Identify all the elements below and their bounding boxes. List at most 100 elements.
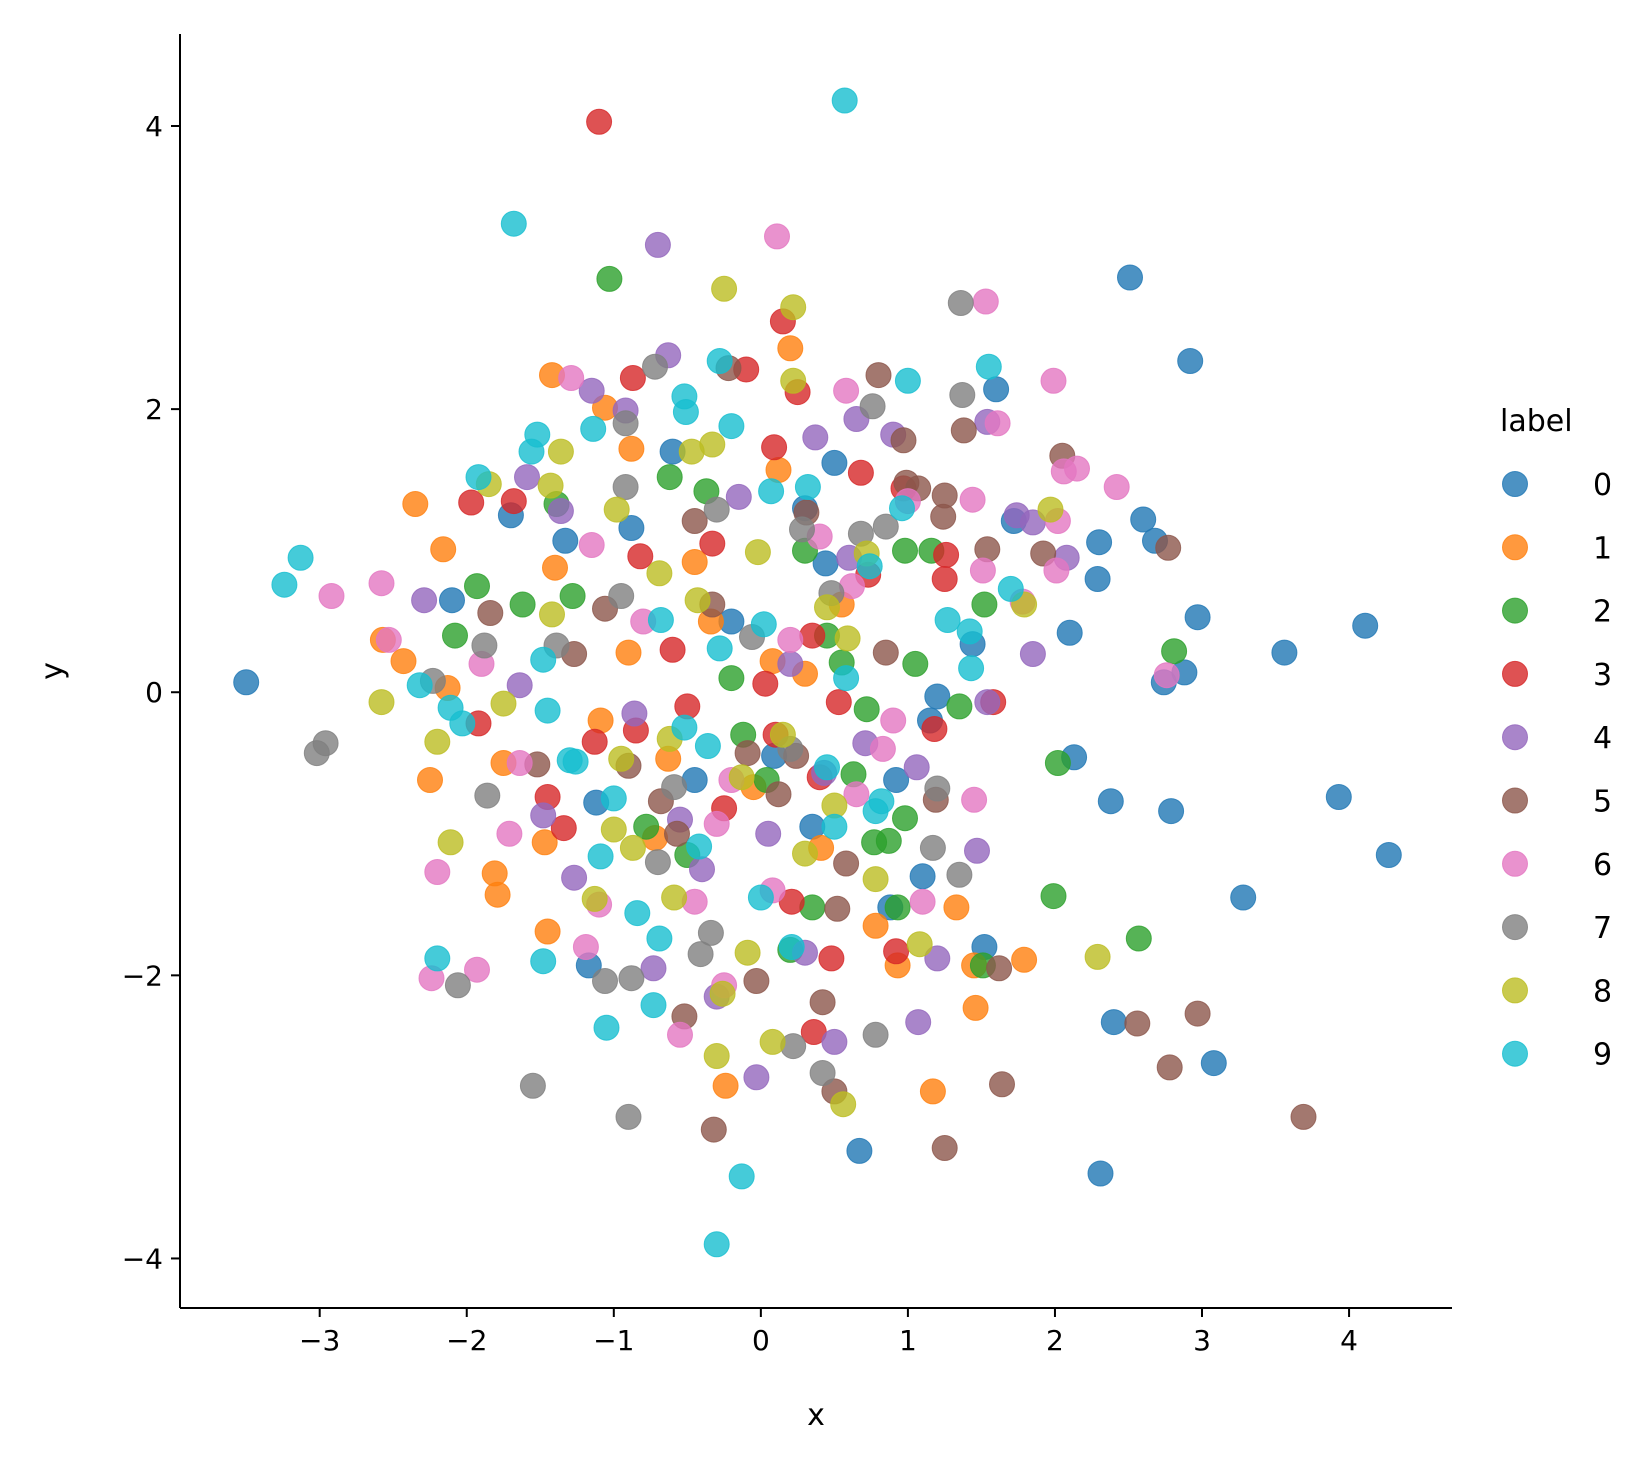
scatter-point <box>496 820 523 847</box>
scatter-point <box>1153 662 1180 689</box>
scatter-point <box>964 837 990 864</box>
scatter-point <box>1103 474 1130 500</box>
legend-marker <box>1502 1040 1528 1067</box>
scatter-point <box>711 275 738 302</box>
scatter-point <box>777 650 804 677</box>
legend-label: 7 <box>1593 911 1612 946</box>
scatter-point <box>728 764 755 791</box>
scatter-point <box>734 939 761 966</box>
scatter-point <box>814 594 840 621</box>
x-tick-label: 4 <box>1340 1324 1358 1357</box>
y-tick-label: −4 <box>122 1242 163 1275</box>
scatter-point <box>1161 638 1188 665</box>
scatter-point <box>580 415 607 442</box>
scatter-point <box>1087 1160 1114 1187</box>
scatter-point <box>930 503 957 530</box>
scatter-point <box>627 543 654 570</box>
scatter-point <box>997 575 1024 602</box>
scatter-point <box>718 413 745 440</box>
scatter-point <box>834 625 861 652</box>
scatter-point <box>633 813 660 840</box>
scatter-point <box>640 955 667 982</box>
scatter-point <box>547 498 574 524</box>
scatter-point <box>921 716 948 742</box>
scatter-point <box>537 472 564 499</box>
scatter-point <box>743 968 770 994</box>
scatter-point <box>490 690 517 717</box>
scatter-point <box>608 745 635 772</box>
scatter-point <box>619 365 646 391</box>
scatter-point <box>699 530 726 557</box>
scatter-point <box>600 785 627 812</box>
scatter-point <box>703 1043 730 1069</box>
scatter-point <box>880 707 907 734</box>
scatter-point <box>530 802 557 829</box>
x-tick-label: 0 <box>752 1324 770 1357</box>
scatter-point <box>1130 506 1157 533</box>
scatter-point <box>934 607 961 633</box>
scatter-point <box>1177 348 1204 374</box>
scatter-point <box>984 410 1011 437</box>
scatter-point <box>287 544 314 571</box>
scatter-point <box>552 527 579 554</box>
legend-marker <box>1502 724 1528 751</box>
scatter-point <box>761 434 788 461</box>
scatter-point <box>474 782 501 809</box>
scatter-point <box>615 639 642 666</box>
scatter-point <box>411 587 438 614</box>
scatter-point <box>437 829 464 856</box>
scatter-point <box>1271 639 1298 666</box>
legend-label: 3 <box>1593 658 1612 693</box>
scatter-point <box>624 900 651 927</box>
scatter-point <box>825 689 852 716</box>
scatter-point <box>892 537 918 564</box>
scatter-point <box>686 833 713 860</box>
scatter-point <box>578 377 605 404</box>
scatter-point <box>303 740 330 767</box>
scatter-point <box>814 754 840 781</box>
legend-label: 2 <box>1593 595 1612 630</box>
scatter-point <box>1184 1000 1211 1027</box>
scatter-point <box>700 1116 727 1143</box>
scatter-point <box>477 600 504 626</box>
scatter-point <box>581 885 608 912</box>
scatter-point <box>780 294 807 321</box>
scatter-point <box>368 570 395 597</box>
scatter-point <box>919 1078 946 1105</box>
scatter-point <box>406 672 433 699</box>
scatter-point <box>615 1103 642 1130</box>
scatter-point <box>697 919 724 946</box>
scatter-point <box>933 541 960 568</box>
scatter-point <box>959 486 986 513</box>
scatter-point <box>794 474 821 500</box>
scatter-point <box>684 587 711 614</box>
scatter-point <box>271 571 298 598</box>
scatter-point <box>318 583 345 609</box>
scatter-point <box>1037 496 1064 523</box>
scatter-point <box>534 918 561 945</box>
legend-marker <box>1502 977 1528 1004</box>
scatter-point <box>1084 943 1111 970</box>
scatter-point <box>765 781 792 808</box>
scatter-point <box>424 728 451 755</box>
legend-marker <box>1502 850 1528 877</box>
scatter-point <box>618 965 645 992</box>
scatter-point <box>672 399 699 425</box>
scatter-point <box>802 424 829 451</box>
scatter-point <box>417 767 443 793</box>
scatter-point <box>678 438 705 465</box>
scatter-point <box>712 1072 739 1099</box>
scatter-points <box>233 87 1402 1258</box>
legend-label: 4 <box>1593 721 1612 756</box>
scatter-point <box>931 566 958 592</box>
scatter-point <box>1325 784 1352 810</box>
scatter-point <box>747 884 774 911</box>
x-tick-label: 2 <box>1046 1324 1064 1357</box>
scatter-point <box>831 87 858 114</box>
scatter-point <box>618 515 645 541</box>
scatter-point <box>539 601 565 628</box>
x-tick-label: −1 <box>593 1324 634 1357</box>
scatter-point <box>424 859 451 885</box>
scatter-point <box>500 210 527 237</box>
scatter-point <box>943 894 970 921</box>
